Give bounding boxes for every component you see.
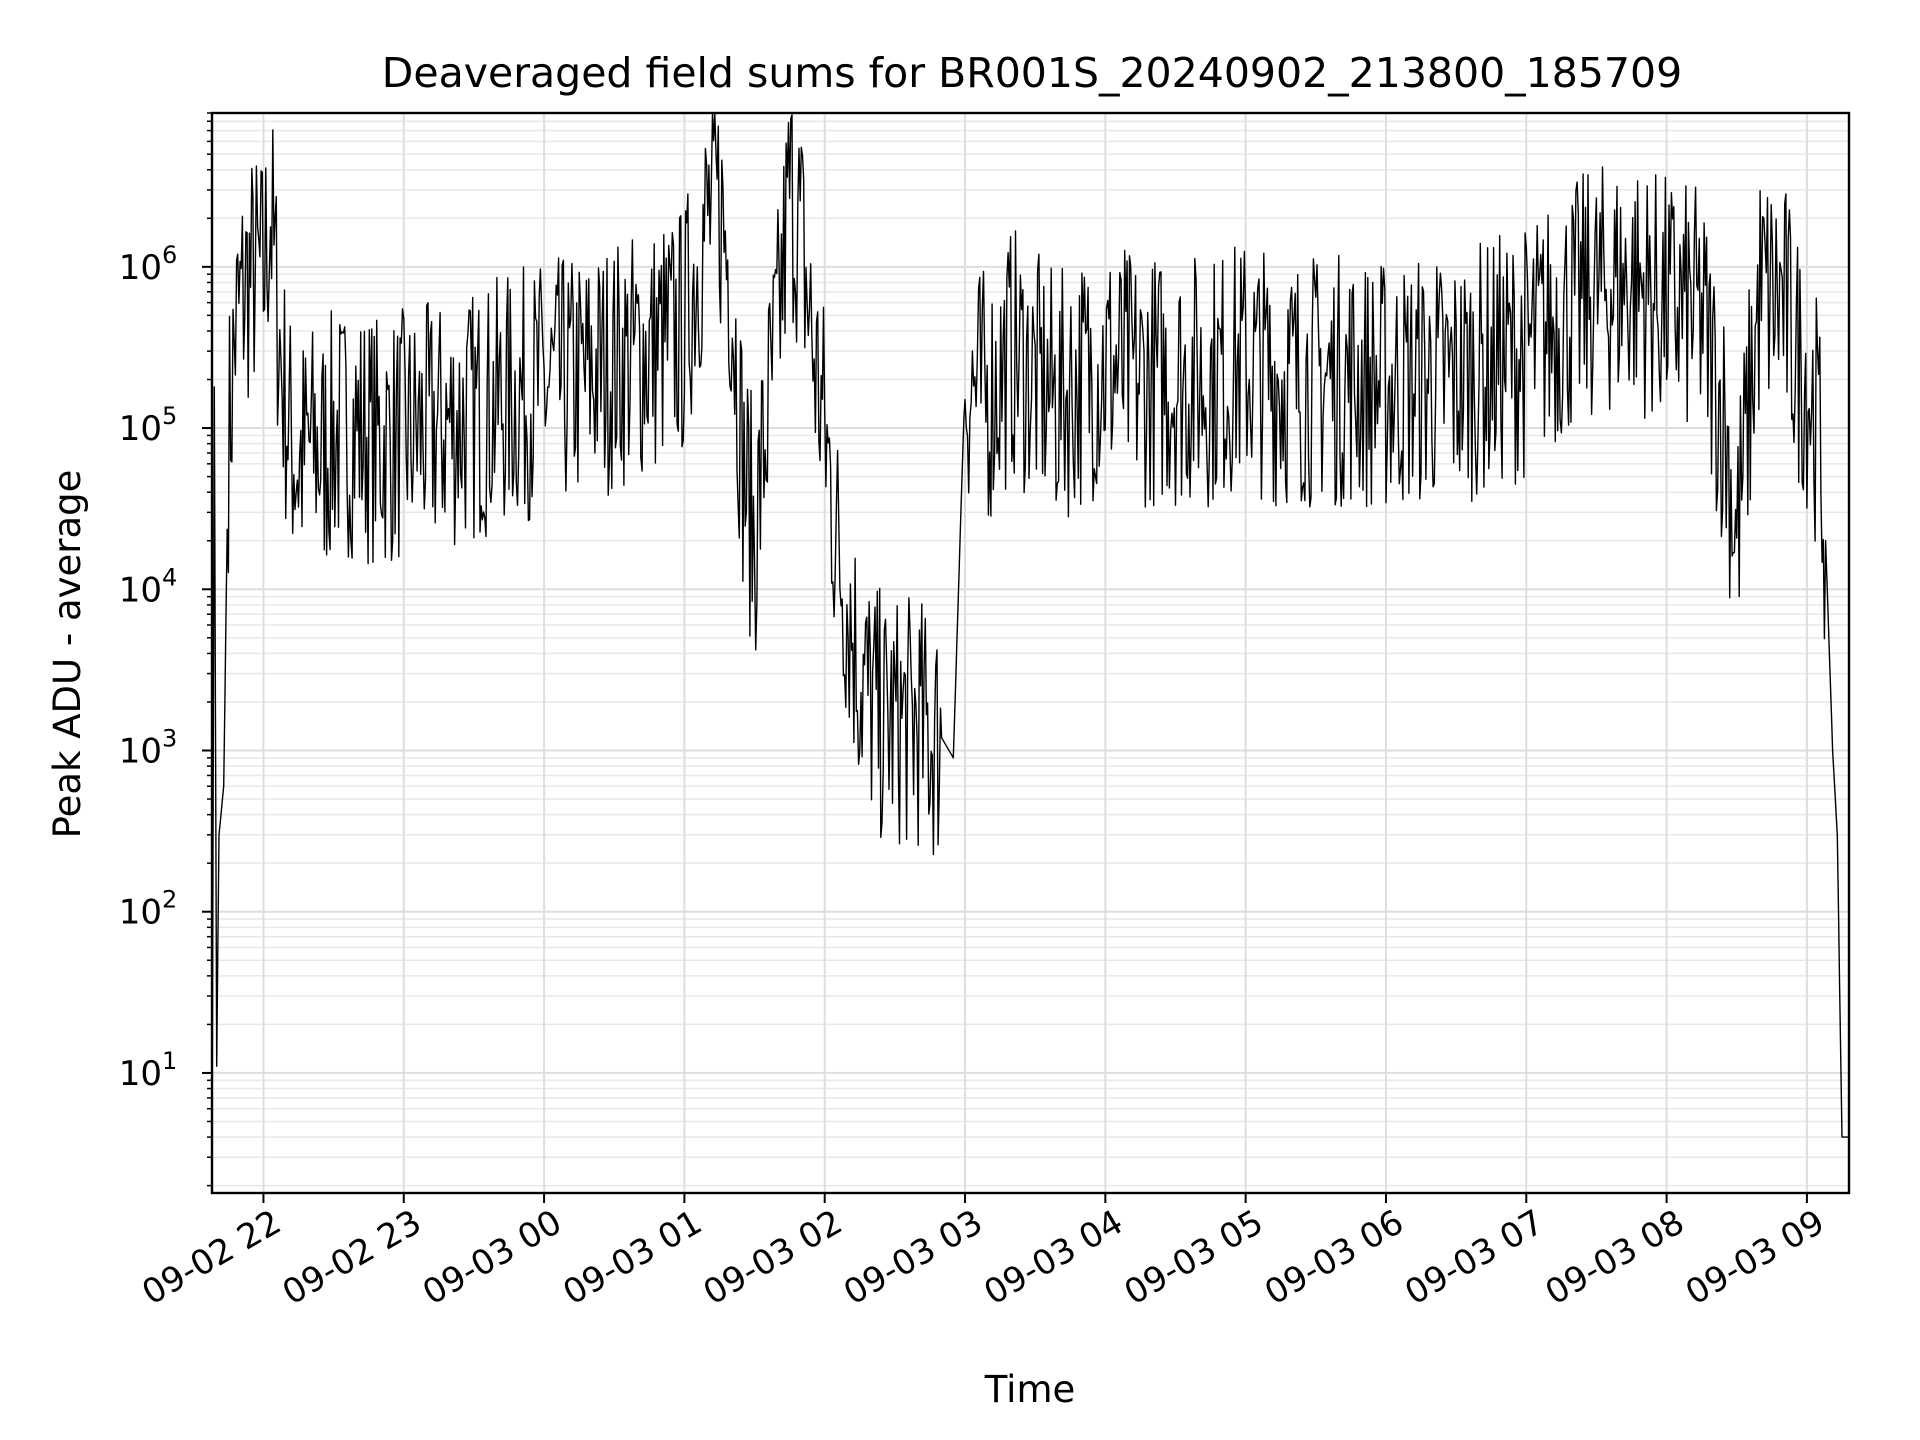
y-tick-exponent: 6 (162, 241, 177, 269)
x-axis-label: Time (984, 1368, 1076, 1411)
y-axis-label: Peak ADU - average (46, 470, 89, 839)
x-tick-label: 09-03 01 (556, 1202, 708, 1313)
x-tick-label: 09-03 02 (697, 1202, 849, 1313)
x-tick-label: 09-03 08 (1539, 1202, 1691, 1313)
x-tick-label: 09-03 05 (1118, 1202, 1270, 1313)
x-tick-label: 09-03 09 (1679, 1202, 1831, 1313)
x-tick-label: 09-03 07 (1398, 1202, 1550, 1313)
y-tick-label: 10 (119, 570, 162, 610)
y-tick-label: 10 (119, 409, 162, 449)
x-tick-label: 09-03 03 (837, 1202, 989, 1313)
series-layer (211, 112, 1849, 1186)
y-tick-label: 10 (119, 248, 162, 288)
x-tick-label: 09-03 00 (416, 1202, 568, 1313)
y-tick-label: 10 (119, 893, 162, 933)
y-tick-exponent: 4 (162, 563, 177, 591)
y-tick-label: 10 (119, 1054, 162, 1094)
y-tick-exponent: 2 (162, 886, 177, 914)
x-tick-label: 09-03 06 (1258, 1202, 1410, 1313)
x-tick-label: 09-03 04 (977, 1202, 1129, 1313)
y-tick-base: 10 (119, 570, 162, 610)
y-tick-base: 10 (119, 1054, 162, 1094)
y-tick-label: 10 (119, 731, 162, 771)
y-tick-base: 10 (119, 731, 162, 771)
series-line (211, 112, 1849, 1186)
x-tick-label: 09-02 22 (136, 1202, 288, 1313)
y-tick-base: 10 (119, 893, 162, 933)
grid-minor (212, 112, 1849, 1187)
y-tick-base: 10 (119, 248, 162, 288)
y-tick-exponent: 1 (162, 1047, 177, 1075)
y-tick-exponent: 5 (162, 402, 177, 430)
x-tick-label: 09-02 23 (276, 1202, 428, 1313)
chart-title: Deaveraged field sums for BR001S_2024090… (382, 49, 1682, 97)
y-tick-exponent: 3 (162, 724, 177, 752)
y-tick-base: 10 (119, 409, 162, 449)
